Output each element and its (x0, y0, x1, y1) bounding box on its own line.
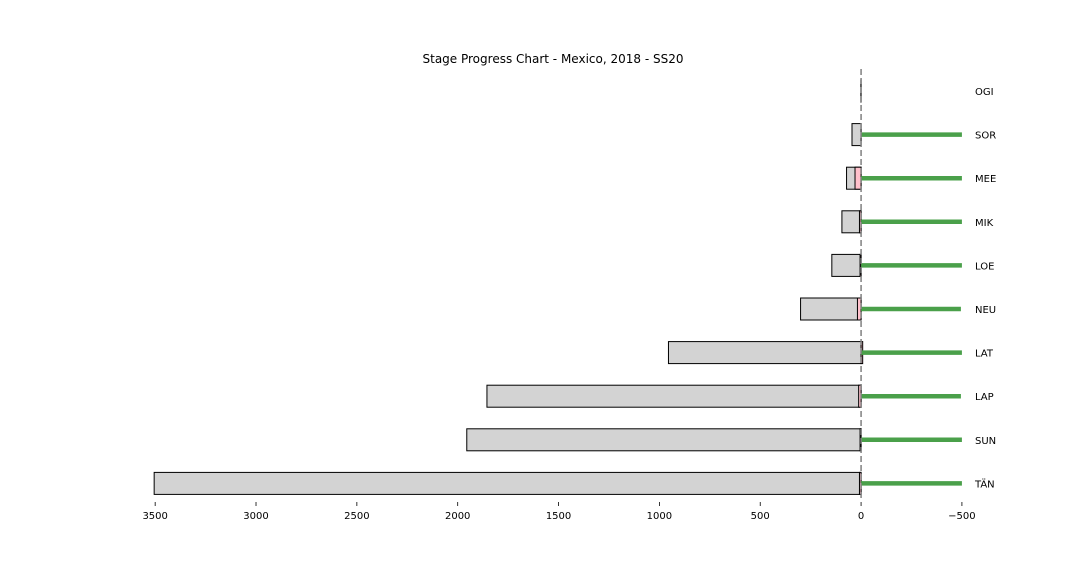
bar-grey-tän (153, 471, 862, 495)
row-label-lap: LAP (975, 392, 994, 403)
x-tick-label: 2500 (344, 511, 369, 522)
row-label-sor: SOR (975, 131, 996, 142)
row-label-tän: TÄN (974, 477, 995, 490)
x-tick-label: 3500 (142, 511, 167, 522)
chart-title: Stage Progress Chart - Mexico, 2018 - SS… (423, 52, 684, 66)
bar-grey-lat (667, 341, 862, 365)
bar-pink-loe (859, 253, 862, 277)
x-tick-label: 1000 (647, 511, 672, 522)
bar-grey-mik (841, 210, 862, 234)
row-labels-layer: OGI SOR MEE MIK LOE NEU LAT LAP SUN TÄN (974, 87, 996, 490)
bars-layer (153, 79, 864, 495)
row-label-neu: NEU (975, 305, 996, 316)
row-label-mee: MEE (975, 174, 996, 185)
green-lines-layer (861, 132, 962, 486)
x-tick-label: 0 (858, 511, 864, 522)
row-label-ogi: OGI (975, 87, 994, 98)
x-tick-label: −500 (948, 511, 975, 522)
x-tick-label: 2000 (445, 511, 470, 522)
x-tick-label: 3000 (243, 511, 268, 522)
row-label-sun: SUN (975, 436, 996, 447)
row-label-loe: LOE (975, 261, 994, 272)
bar-grey-loe (831, 253, 862, 277)
x-tick-label: 500 (751, 511, 770, 522)
x-ticks-layer: 3500 3000 2500 2000 1500 1000 500 0 −500 (142, 502, 976, 522)
x-tick-label: 1500 (546, 511, 571, 522)
row-label-lat: LAT (975, 349, 994, 360)
row-label-mik: MIK (975, 218, 994, 229)
bar-grey-neu (800, 297, 862, 321)
bar-grey-sor (851, 123, 862, 147)
bar-grey-lap (486, 384, 862, 408)
bar-grey-sun (466, 428, 862, 452)
bar-pink-mee (854, 166, 862, 190)
